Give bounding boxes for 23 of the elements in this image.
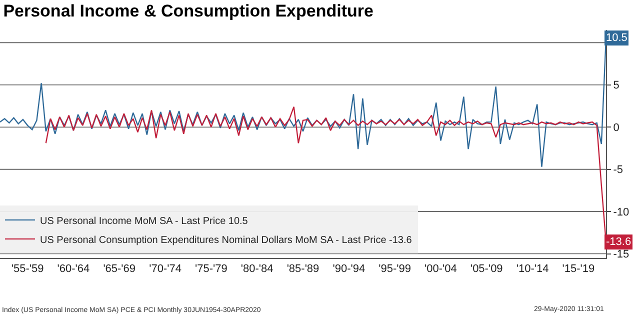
annotation: 10.5 — [606, 32, 628, 44]
y-tick-label: -15 — [613, 248, 630, 261]
x-tick-label: '15-'19 — [562, 263, 595, 276]
legend-label: US Personal Consumption Expenditures Nominal Dollars MoM SA - Last Price -13.6 — [40, 234, 412, 246]
annotation: -13.6 — [606, 236, 632, 248]
x-tick-label: '70-'74 — [149, 263, 182, 276]
x-tick-label: '65-'69 — [103, 263, 136, 276]
y-tick-label: -5 — [613, 164, 623, 176]
x-tick-label: '05-'09 — [470, 263, 503, 276]
y-tick-label: 0 — [613, 122, 620, 134]
x-tick-label: '00-'04 — [424, 263, 457, 276]
x-tick-label: '10-'14 — [516, 263, 549, 276]
x-tick-label: '75-'79 — [195, 263, 228, 276]
y-tick-label: -10 — [613, 206, 630, 218]
x-tick-label: '90-'94 — [332, 263, 366, 276]
legend-label: US Personal Income MoM SA - Last Price 10.5 — [40, 216, 248, 227]
x-tick-label: '95-'99 — [378, 263, 411, 276]
y-tick-label: 5 — [613, 80, 620, 92]
chart-title: Personal Income & Consumption Expenditure — [3, 2, 374, 21]
x-tick-label: '80-'84 — [240, 263, 274, 276]
x-tick-label: '55-'59 — [11, 263, 44, 276]
x-tick-label: '60-'64 — [57, 263, 90, 276]
x-tick-label: '85-'89 — [286, 263, 320, 276]
